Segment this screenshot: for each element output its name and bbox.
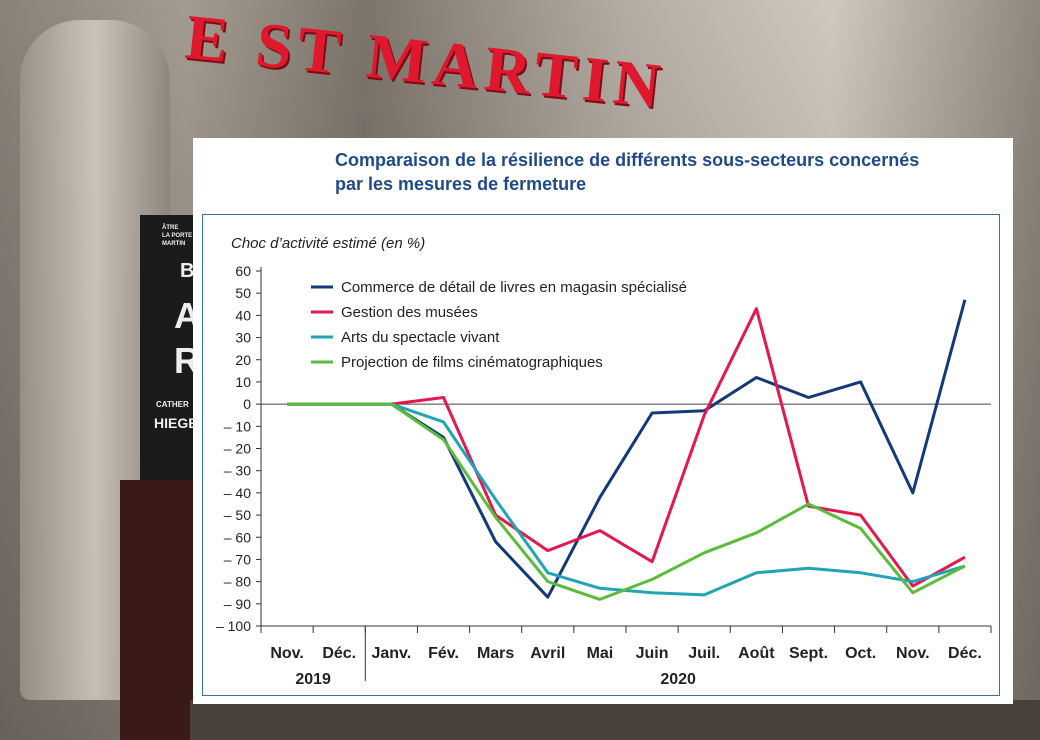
x-tick-label: Juil. xyxy=(688,645,720,662)
x-tick-label: Déc. xyxy=(948,645,982,662)
y-tick-label: 20 xyxy=(235,352,251,368)
x-tick-label: Sept. xyxy=(789,645,828,662)
x-tick-label: Juin xyxy=(636,645,669,662)
y-tick-label: – 20 xyxy=(224,441,251,457)
year-label: 2020 xyxy=(660,671,696,688)
y-tick-label: – 70 xyxy=(224,551,251,567)
y-tick-label: – 80 xyxy=(224,574,251,590)
year-label: 2019 xyxy=(295,671,331,688)
legend-label: Arts du spectacle vivant xyxy=(341,329,500,346)
chart-title: Comparaison de la résilience de différen… xyxy=(335,148,995,196)
line-chart: Choc d’activité estimé (en %)60504030201… xyxy=(216,235,992,688)
poster-text: MARTIN xyxy=(162,241,186,247)
poster-text: ÂTRE xyxy=(162,225,179,231)
y-axis-label: Choc d’activité estimé (en %) xyxy=(231,235,425,252)
y-tick-label: – 100 xyxy=(216,618,251,634)
y-tick-label: 50 xyxy=(235,285,251,301)
poster-text: CATHER xyxy=(156,400,189,409)
y-tick-label: – 30 xyxy=(224,463,251,479)
legend-label: Gestion des musées xyxy=(341,304,478,321)
poster-text: HIEGE xyxy=(154,415,198,431)
chart-title-line: par les mesures de fermeture xyxy=(335,174,587,194)
y-tick-label: – 60 xyxy=(224,529,251,545)
poster-text: LA PORTE xyxy=(162,233,193,239)
legend-label: Projection de films cinématographiques xyxy=(341,354,603,371)
x-tick-label: Nov. xyxy=(896,645,929,662)
y-tick-label: – 10 xyxy=(224,418,251,434)
x-tick-label: Nov. xyxy=(270,645,303,662)
y-tick-label: 30 xyxy=(235,330,251,346)
chart-title-line: Comparaison de la résilience de différen… xyxy=(335,150,920,170)
x-tick-label: Août xyxy=(738,645,775,662)
poster-text: B xyxy=(180,260,195,282)
x-tick-label: Déc. xyxy=(322,645,356,662)
chart-card: Comparaison de la résilience de différen… xyxy=(193,138,1013,704)
y-tick-label: 60 xyxy=(235,263,251,279)
y-tick-label: 40 xyxy=(235,307,251,323)
y-tick-label: – 90 xyxy=(224,596,251,612)
x-tick-label: Oct. xyxy=(845,645,876,662)
x-tick-label: Avril xyxy=(530,645,565,662)
series-line xyxy=(287,307,966,588)
y-tick-label: 0 xyxy=(243,396,251,412)
x-tick-label: Mars xyxy=(477,645,514,662)
x-tick-label: Fév. xyxy=(428,645,459,662)
chart-frame xyxy=(202,214,1000,696)
legend-label: Commerce de détail de livres en magasin … xyxy=(341,279,687,296)
theatre-door xyxy=(120,480,200,740)
series-line xyxy=(287,402,966,601)
series-line xyxy=(287,402,966,597)
y-tick-label: – 50 xyxy=(224,507,251,523)
y-tick-label: – 40 xyxy=(224,485,251,501)
y-tick-label: 10 xyxy=(235,374,251,390)
street-strip xyxy=(190,700,1040,740)
theatre-poster: ÂTRE LA PORTE MARTIN B A R CATHER HIEGE xyxy=(140,215,200,485)
x-tick-label: Mai xyxy=(587,645,614,662)
x-tick-label: Janv. xyxy=(371,645,411,662)
